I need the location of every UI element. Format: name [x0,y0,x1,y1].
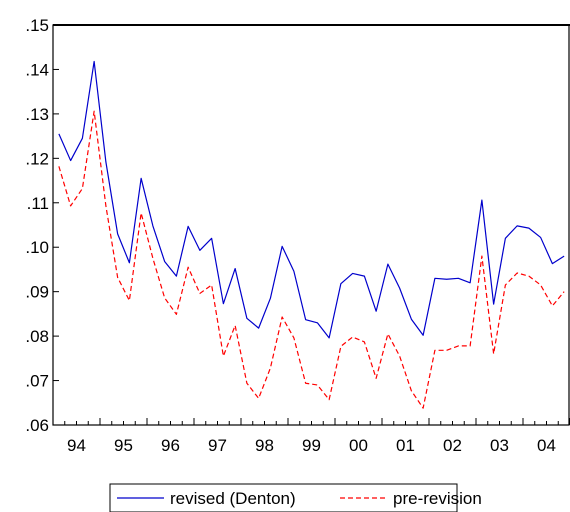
y-tick-label: .11 [27,194,49,213]
legend-box [109,483,458,512]
series-layer [58,60,565,409]
x-axis-ticks: 94 95 96 97 98 99 00 01 02 03 04 [52,418,570,455]
y-tick-label: .07 [25,372,49,391]
y-tick-label: .15 [25,16,49,35]
y-tick-label: .14 [25,60,49,79]
x-tick-label: 95 [114,436,133,455]
plot-frame [52,24,570,426]
x-tick-label: 96 [161,436,180,455]
legend-label-revised: revised (Denton) [170,489,296,508]
y-tick-label: .08 [25,327,49,346]
x-tick-label: 04 [537,436,556,455]
plot-area [52,24,570,426]
y-tick-label: .13 [25,105,49,124]
y-tick-label: .09 [25,283,49,302]
series-line-revised [58,60,565,339]
y-axis-ticks: .06 .07 .08 .09 .10 .11 .12 .13 .14 .15 [25,16,59,435]
x-tick-label: 00 [349,436,368,455]
x-tick-label: 01 [396,436,415,455]
x-tick-label: 94 [67,436,86,455]
legend: revised (Denton) pre-revision [109,483,482,512]
y-tick-label: .06 [25,416,49,435]
series-line-pre-revision [58,110,565,409]
x-tick-label: 99 [302,436,321,455]
legend-label-pre-revision: pre-revision [393,489,482,508]
y-tick-label: .10 [25,238,49,257]
x-tick-label: 98 [255,436,274,455]
y-tick-label: .12 [25,149,49,168]
x-tick-label: 02 [443,436,462,455]
x-tick-label: 97 [208,436,227,455]
x-tick-label: 03 [490,436,509,455]
